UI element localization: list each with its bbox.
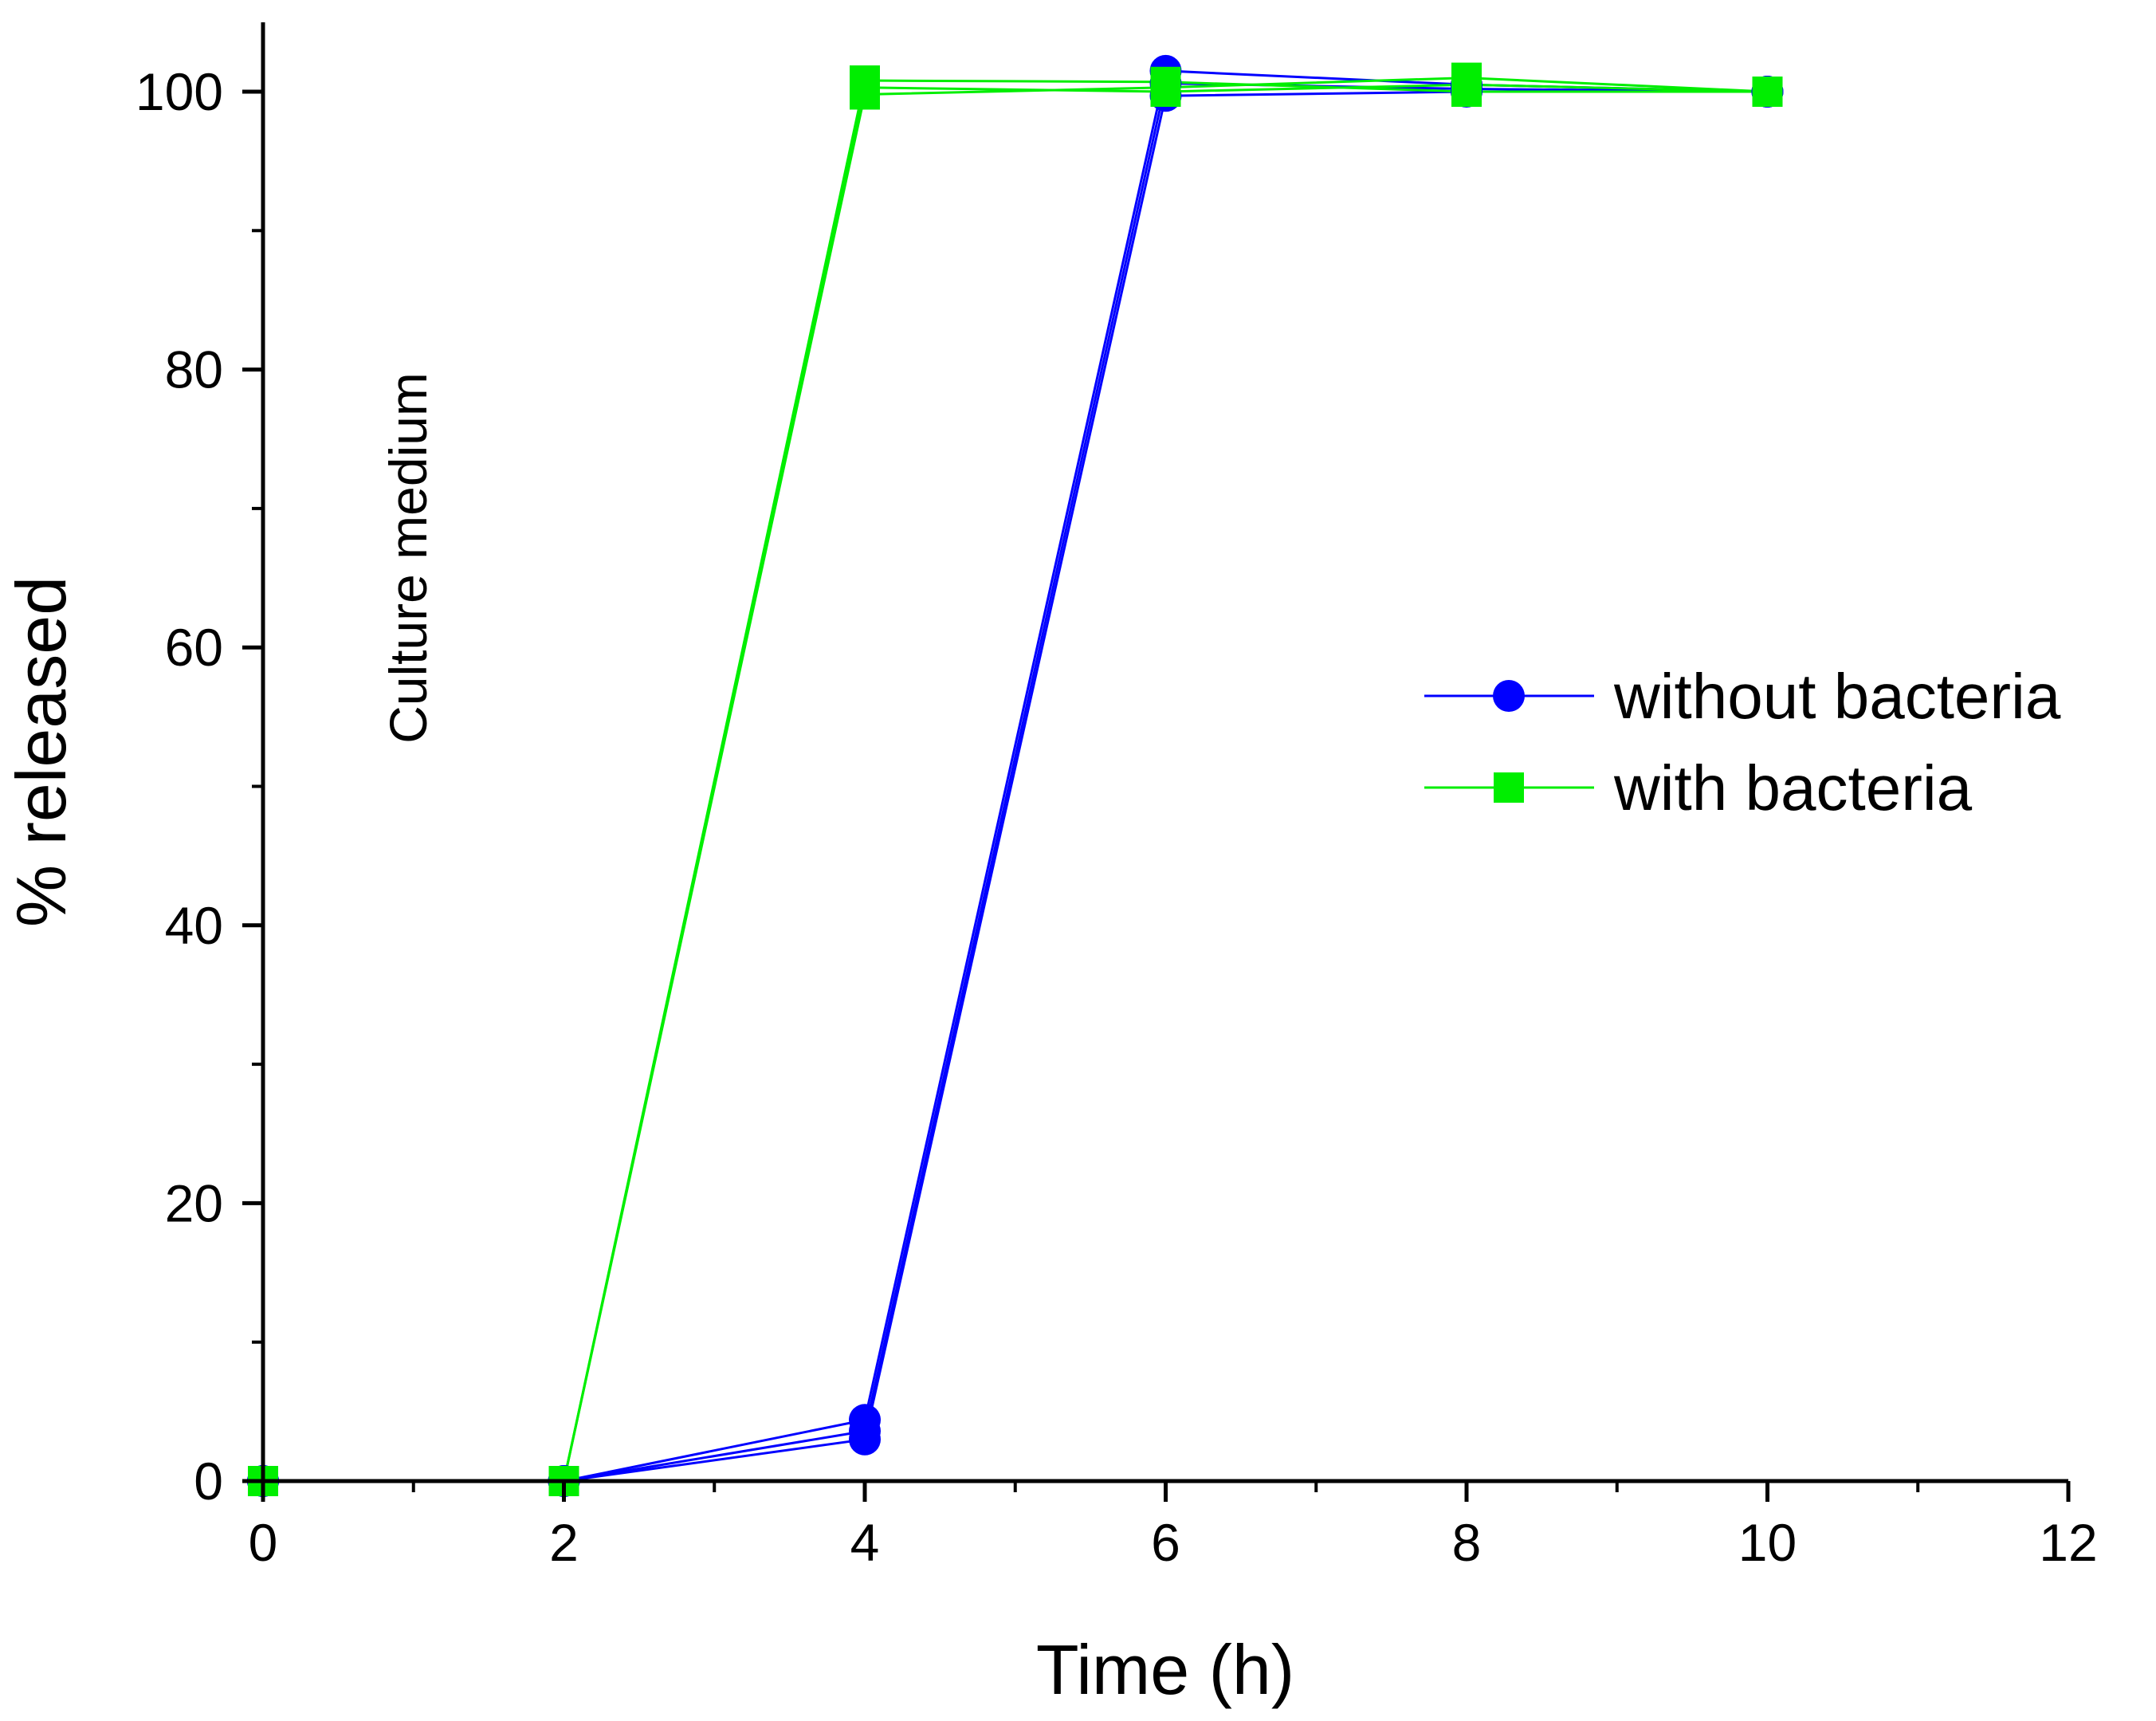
series-line-3 — [263, 77, 1768, 1483]
y-tick-label: 0 — [194, 1452, 223, 1511]
y-tick-label: 60 — [165, 618, 223, 677]
x-tick-label: 4 — [850, 1513, 880, 1572]
series-line-4 — [263, 79, 1768, 1483]
legend-marker-with-bacteria — [1494, 772, 1524, 803]
x-tick-label: 10 — [1738, 1513, 1797, 1572]
legend-label-without-bacteria: without bacteria — [1613, 661, 2061, 732]
series-line-2 — [263, 82, 1768, 1483]
y-tick-label: 40 — [165, 896, 223, 955]
y-tick-label: 20 — [165, 1173, 223, 1232]
x-axis-title: Time (h) — [1036, 1630, 1294, 1709]
series-line-1 — [263, 69, 1768, 1483]
y-axis-title: % released — [2, 576, 81, 927]
x-tick-label: 2 — [549, 1513, 579, 1572]
data-point-with-bacteria — [850, 72, 880, 103]
legend: without bacteria with bacteria — [1424, 661, 2061, 823]
data-point-with-bacteria — [1752, 77, 1783, 107]
axes-layer — [261, 22, 2068, 1483]
legend-marker-without-bacteria — [1493, 680, 1525, 712]
culture-medium-annotation: Culture medium — [379, 372, 438, 744]
data-point-with-bacteria — [1150, 77, 1181, 107]
x-tick-label: 0 — [249, 1513, 278, 1572]
series-layer — [247, 54, 1784, 1497]
y-tick-label: 100 — [135, 62, 223, 121]
y-tick-label: 80 — [165, 340, 223, 399]
data-point-without-bacteria — [849, 1415, 881, 1448]
legend-label-with-bacteria: with bacteria — [1613, 752, 1973, 823]
data-point-with-bacteria — [1451, 69, 1482, 100]
ticks-layer: 0 2 4 6 8 10 12 0 20 40 60 80 100 — [135, 62, 2098, 1572]
x-tick-label: 12 — [2039, 1513, 2097, 1572]
series-line-5 — [263, 83, 1768, 1483]
x-tick-label: 6 — [1151, 1513, 1180, 1572]
x-tick-label: 8 — [1452, 1513, 1482, 1572]
